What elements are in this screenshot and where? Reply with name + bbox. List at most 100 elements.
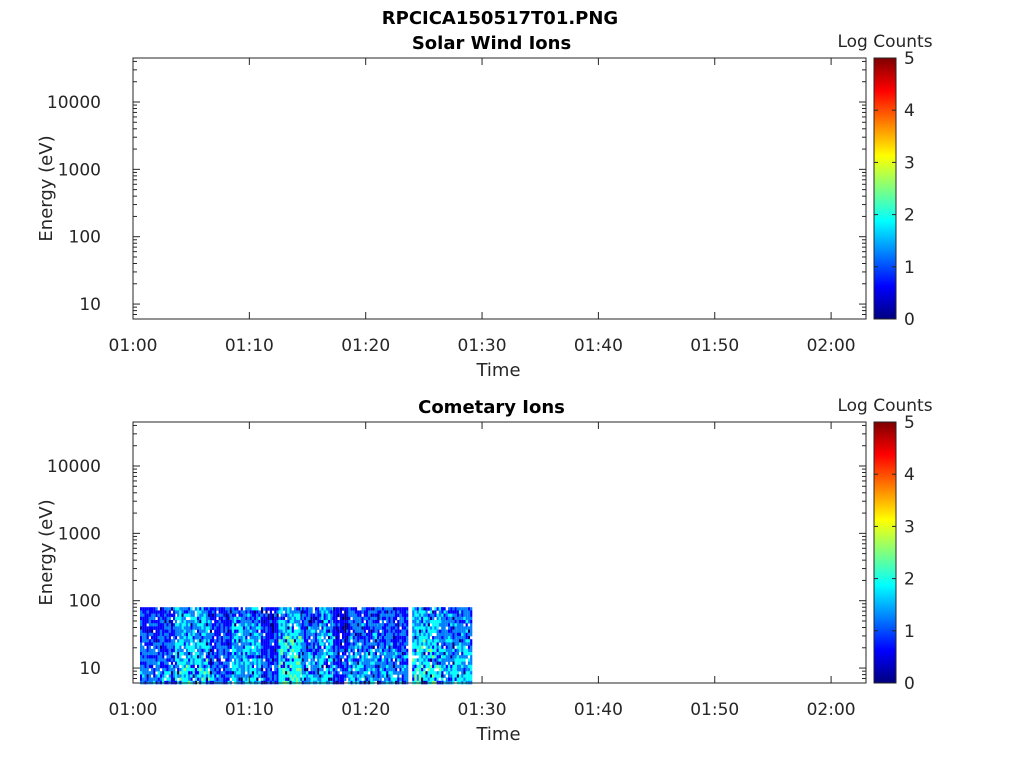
spectrogram-cell [157, 661, 160, 666]
spectrogram-cell [312, 639, 315, 643]
spectrogram-cell [363, 636, 366, 640]
spectrogram-cell [142, 607, 145, 611]
spectrogram-cell [339, 677, 342, 682]
spectrogram-cell [357, 671, 360, 675]
spectrogram-cell [179, 658, 182, 662]
spectrogram-cell [285, 674, 288, 678]
spectrogram-cell [256, 607, 259, 611]
spectrogram-cell [374, 668, 377, 672]
spectrogram-cell [276, 620, 279, 624]
spectrogram-cell [242, 623, 246, 627]
spectrogram-cell [298, 674, 301, 678]
spectrogram-cell [330, 652, 333, 656]
spectrogram-cell [312, 632, 315, 637]
spectrogram-cell [465, 642, 468, 646]
spectrogram-cell [272, 623, 275, 627]
spectrogram-cell [278, 671, 281, 675]
spectrogram-cell [185, 623, 189, 627]
spectrogram-cell [170, 661, 174, 666]
spectrogram-cell [201, 671, 204, 675]
spectrogram-cell [142, 671, 145, 675]
spectrogram-cell [354, 655, 358, 659]
spectrogram-cell [148, 610, 151, 614]
spectrogram-cell [412, 658, 415, 662]
spectrogram-cell [251, 671, 254, 675]
spectrogram-cell [190, 639, 193, 643]
spectrogram-cell [188, 610, 191, 614]
spectrogram-cell [317, 677, 320, 682]
spectrogram-cell [261, 623, 264, 627]
spectrogram-cell [450, 668, 453, 672]
spectrogram-cell [406, 623, 409, 627]
spectrogram-cell [269, 642, 272, 646]
spectrogram-cell [306, 677, 309, 682]
spectrogram-cell [203, 671, 206, 675]
spectrogram-cell [164, 674, 167, 678]
spectrogram-cell [229, 674, 232, 678]
spectrogram-cell [223, 620, 226, 624]
spectrogram-cell [315, 642, 318, 646]
spectrogram-cell [278, 655, 281, 659]
spectrogram-cell [183, 620, 186, 624]
spectrogram-cell [269, 658, 272, 662]
spectrogram-cell [203, 658, 206, 662]
spectrogram-cell [434, 626, 437, 630]
spectrogram-cell [384, 632, 387, 637]
spectrogram-cell [379, 658, 382, 662]
spectrogram-cell [274, 626, 277, 630]
spectrogram-cell [401, 674, 404, 678]
spectrogram-cell [330, 639, 333, 643]
spectrogram-cell [436, 629, 439, 634]
spectrogram-cell [227, 658, 230, 662]
spectrogram-cell [372, 632, 375, 637]
spectrogram-cell [312, 664, 315, 669]
spectrogram-cell [181, 664, 184, 669]
spectrogram-cell [208, 610, 211, 614]
spectrogram-cell [381, 642, 384, 646]
spectrogram-cell [157, 642, 160, 646]
spectrogram-cell [148, 639, 151, 643]
spectrogram-cell [140, 671, 143, 675]
spectrogram-cell [142, 664, 145, 669]
spectrogram-cell [225, 613, 228, 618]
spectrogram-cell [287, 632, 290, 637]
spectrogram-cell [205, 623, 208, 627]
spectrogram-cell [153, 661, 156, 666]
spectrogram-cell [223, 674, 226, 678]
spectrogram-cell [423, 677, 426, 682]
spectrogram-cell [272, 652, 275, 656]
spectrogram-cell [142, 629, 145, 634]
spectrogram-cell [280, 623, 283, 627]
spectrogram-cell [388, 674, 391, 678]
spectrogram-cell [388, 607, 391, 611]
spectrogram-cell [365, 620, 369, 624]
spectrogram-cell [425, 629, 428, 634]
spectrogram-cell [300, 610, 303, 614]
spectrogram-cell [157, 658, 160, 662]
spectrogram-cell [173, 677, 176, 682]
spectrogram-cell [427, 674, 430, 678]
spectrogram-cell [432, 652, 435, 656]
spectrogram-cell [153, 623, 156, 627]
spectrogram-cell [194, 658, 197, 662]
spectrogram-cell [463, 639, 466, 643]
spectrogram-cell [151, 613, 154, 618]
spectrogram-cell [421, 642, 424, 646]
spectrogram-cell [350, 671, 353, 675]
spectrogram-cell [272, 658, 275, 662]
spectrogram-cell [456, 639, 459, 643]
spectrogram-cell [190, 636, 193, 640]
spectrogram-cell [227, 674, 230, 678]
spectrogram-cell [223, 629, 226, 634]
spectrogram-cell [436, 642, 439, 646]
spectrogram-cell [470, 610, 473, 614]
spectrogram-cell [254, 658, 257, 662]
spectrogram-cell [177, 671, 180, 675]
spectrogram-cell [427, 607, 430, 611]
spectrogram-cell [344, 677, 347, 682]
spectrogram-cell [183, 671, 186, 675]
spectrogram-cell [333, 632, 336, 637]
spectrogram-cell [220, 616, 223, 621]
spectrogram-cell [434, 671, 437, 675]
spectrogram-cell [365, 674, 369, 678]
